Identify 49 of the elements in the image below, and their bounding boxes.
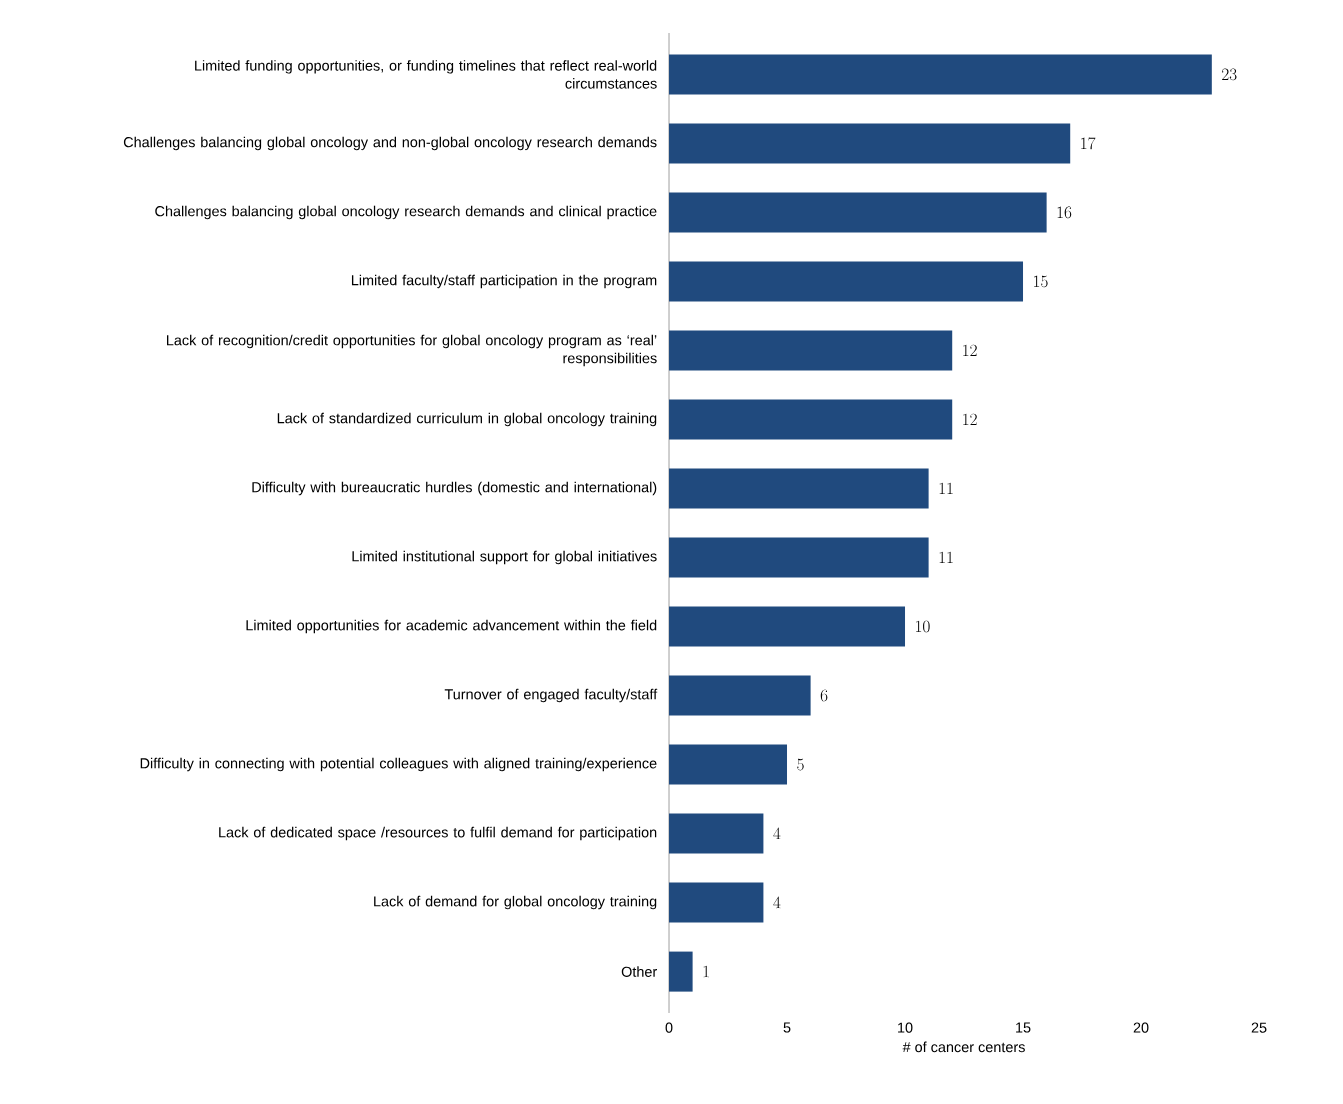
bar (669, 813, 764, 854)
bar (669, 54, 1212, 95)
y-tick-label: Lack of recognition/credit opportunities for global oncology program as ‘real’ responsibilities (167, 334, 657, 367)
y-tick-label: Difficulty with bureaucratic hurdles (domestic and international) (252, 481, 657, 496)
bar (669, 399, 953, 440)
data-label: 1 (703, 965, 709, 978)
data-label: 4 (773, 827, 781, 840)
y-tick-label: Challenges balancing global oncology research demands and clinical practice (155, 205, 657, 220)
y-tick-label: Limited institutional support for global initiatives (352, 550, 657, 565)
data-label: 6 (820, 689, 828, 702)
data-label: 10 (916, 620, 930, 633)
data-label: 17 (1081, 137, 1096, 150)
y-tick-label: Other (621, 966, 657, 977)
y-tick-label: Challenges balancing global oncology and non-global oncology research demands (123, 136, 657, 151)
x-tick-label: 25 (1251, 1022, 1267, 1033)
bar (669, 951, 693, 992)
x-tick-label: 0 (665, 1022, 673, 1033)
y-tick-label: Lack of demand for global oncology training (374, 895, 657, 910)
y-tick-label: Limited opportunities for academic advancement within the field (246, 619, 657, 634)
data-label: 4 (773, 896, 781, 909)
y-tick-label: Limited funding opportunities, or funding timelines that reflect real-world circumstances (195, 60, 657, 89)
bar (669, 744, 788, 785)
data-label: 23 (1222, 68, 1237, 81)
data-label: 12 (963, 344, 977, 357)
bar (669, 537, 929, 578)
data-label: 11 (939, 482, 953, 495)
y-tick-label: Lack of standardized curriculum in global oncology training (277, 412, 657, 427)
x-tick-label: 15 (1016, 1022, 1031, 1033)
x-tick-label: 10 (898, 1022, 913, 1033)
x-tick-label: 20 (1133, 1022, 1149, 1033)
y-tick-label: Difficulty in connecting with potential colleagues with aligned training/experience (140, 757, 657, 772)
x-tick-label: 5 (783, 1022, 791, 1033)
y-tick-label: Lack of dedicated space /resources to fulfil demand for participation (219, 826, 657, 841)
bar (669, 192, 1047, 233)
data-label: 15 (1034, 275, 1048, 288)
x-axis-title: # of cancer centers (902, 1041, 1025, 1053)
bar (669, 606, 906, 647)
bar (669, 330, 953, 371)
bar (669, 468, 929, 509)
y-tick-label: Limited faculty/staff participation in the program (351, 274, 657, 289)
data-label: 16 (1057, 206, 1072, 219)
data-label: 11 (939, 551, 953, 564)
bar (669, 882, 764, 923)
data-label: 12 (963, 413, 977, 426)
bar (669, 675, 811, 716)
bar (669, 123, 1071, 164)
data-label: 5 (797, 758, 804, 771)
bar (669, 261, 1024, 302)
y-tick-label: Turnover of engaged faculty/staff (444, 688, 658, 703)
